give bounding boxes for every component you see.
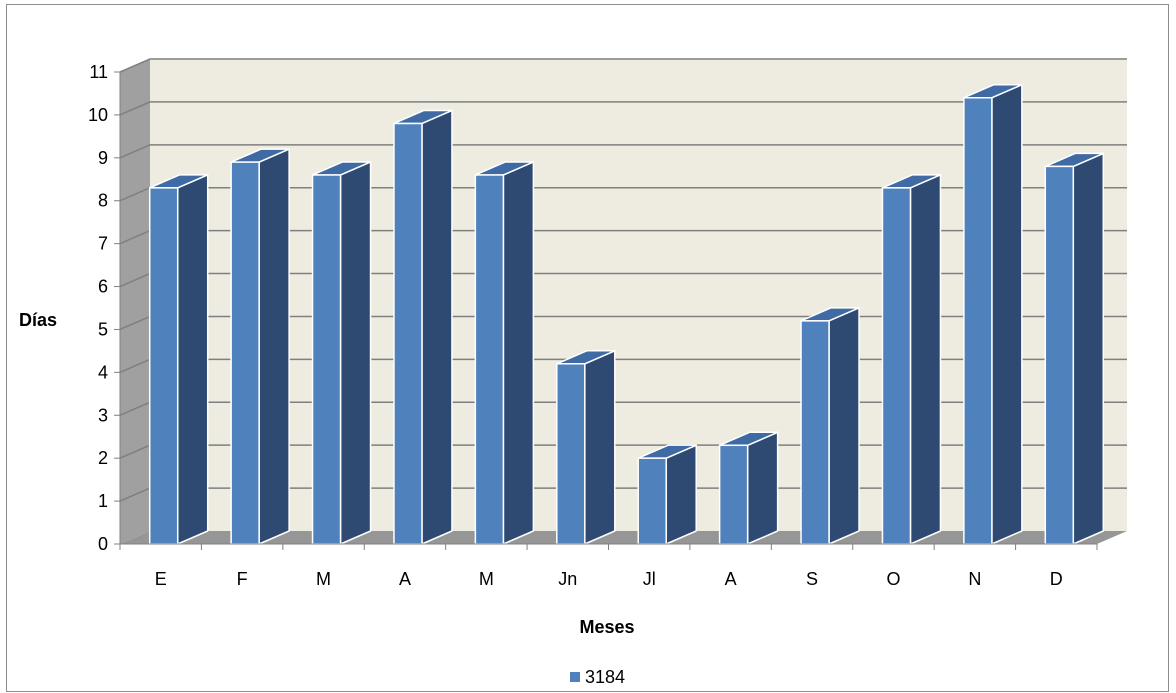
bar-side bbox=[421, 109, 453, 545]
y-axis-title: Días bbox=[19, 310, 57, 330]
bar-front bbox=[230, 161, 260, 545]
bar bbox=[718, 431, 779, 545]
side-wall bbox=[120, 59, 150, 544]
bar bbox=[474, 161, 535, 545]
gridline bbox=[119, 58, 1127, 73]
y-tick-label: 0 bbox=[98, 534, 108, 554]
chart-frame: 0 1 2 3 4 5 6 7 8 9 10 11 E F M A M Jn Jl A S O N D Días Meses… bbox=[6, 4, 1169, 692]
bar-front bbox=[963, 96, 993, 545]
bar-front bbox=[1044, 165, 1075, 545]
bar-side bbox=[339, 161, 372, 545]
y-tick-label: 9 bbox=[98, 148, 108, 168]
x-tick-label: E bbox=[155, 569, 167, 589]
bar bbox=[311, 161, 372, 545]
floor bbox=[120, 531, 1127, 544]
bar-side bbox=[502, 161, 535, 545]
gridline bbox=[119, 144, 1127, 159]
x-tick-label: Jl bbox=[643, 569, 656, 589]
bar-front bbox=[881, 187, 912, 545]
y-tick-label: 11 bbox=[89, 62, 108, 82]
bar-front bbox=[474, 174, 505, 545]
bar bbox=[637, 444, 697, 545]
bar-side bbox=[258, 148, 290, 545]
x-axis-ticks: E F M A M Jn Jl A S O N D bbox=[119, 543, 1098, 589]
x-axis-title: Meses bbox=[579, 617, 634, 637]
bar bbox=[800, 307, 860, 545]
bar bbox=[393, 109, 453, 545]
bar-front bbox=[556, 363, 586, 545]
x-tick-label: N bbox=[968, 569, 981, 589]
y-tick-label: 5 bbox=[98, 319, 108, 339]
y-tick-label: 6 bbox=[98, 277, 108, 297]
x-tick-label: A bbox=[725, 569, 737, 589]
bar-front bbox=[800, 320, 830, 545]
bar-front bbox=[393, 122, 423, 545]
bar bbox=[556, 350, 616, 545]
bar-chart-3d: 0 1 2 3 4 5 6 7 8 9 10 11 E F M A M Jn Jl A S O N D Días Meses… bbox=[19, 58, 1127, 687]
bar bbox=[1044, 152, 1105, 545]
bars bbox=[148, 83, 1105, 545]
x-tick-label: O bbox=[886, 569, 900, 589]
bar-side bbox=[828, 307, 860, 545]
x-tick-label: A bbox=[399, 569, 411, 589]
x-tick-label: Jn bbox=[558, 569, 577, 589]
x-tick-label: S bbox=[806, 569, 818, 589]
y-tick-label: 2 bbox=[98, 448, 108, 468]
x-tick-label: M bbox=[479, 569, 494, 589]
bar bbox=[881, 174, 942, 545]
x-tick-label: F bbox=[237, 569, 248, 589]
y-tick-label: 3 bbox=[98, 405, 108, 425]
bar-front bbox=[718, 444, 749, 545]
bar-front bbox=[148, 187, 179, 545]
bar-side bbox=[665, 444, 697, 545]
gridline bbox=[119, 101, 1127, 116]
x-tick-label: D bbox=[1050, 569, 1063, 589]
x-tick-label: M bbox=[316, 569, 331, 589]
y-tick-label: 10 bbox=[88, 105, 108, 125]
bar bbox=[230, 148, 290, 545]
bar bbox=[148, 174, 209, 545]
bar-side bbox=[991, 83, 1023, 545]
y-tick-label: 8 bbox=[98, 191, 108, 211]
bar bbox=[963, 83, 1023, 545]
bar-side bbox=[909, 174, 942, 545]
bar-side bbox=[1072, 152, 1105, 545]
bar-front bbox=[311, 174, 342, 545]
y-tick-label: 7 bbox=[98, 234, 108, 254]
legend-label: 3184 bbox=[585, 667, 625, 687]
y-tick-label: 4 bbox=[98, 362, 108, 382]
y-tick-label: 1 bbox=[98, 491, 108, 511]
bar-side bbox=[584, 350, 616, 545]
legend-swatch bbox=[570, 672, 580, 682]
bar-front bbox=[637, 457, 667, 545]
bar-side bbox=[176, 174, 209, 545]
bar-side bbox=[746, 431, 779, 545]
legend: 3184 bbox=[570, 667, 625, 687]
y-axis-ticks: 0 1 2 3 4 5 6 7 8 9 10 11 bbox=[88, 62, 121, 554]
